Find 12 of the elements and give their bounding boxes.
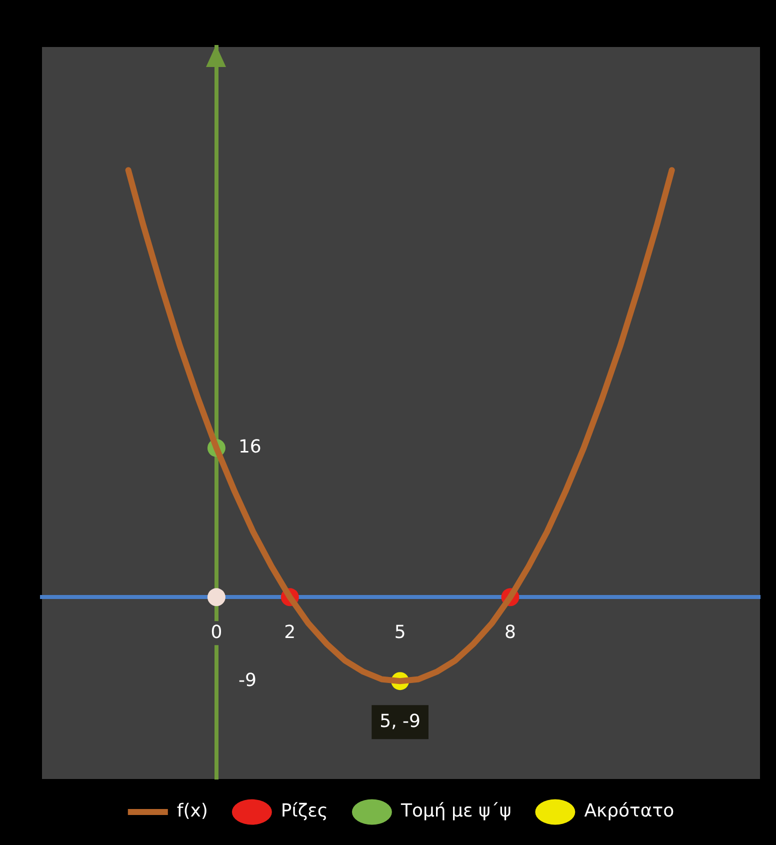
- annotation: 5, -9: [380, 710, 421, 732]
- y-tick-label: 16: [238, 436, 262, 458]
- y-tick-label: -9: [238, 670, 256, 691]
- point: [207, 588, 226, 606]
- x-tick-label: 0: [210, 622, 222, 643]
- x-tick-label: 8: [504, 622, 516, 643]
- legend-label: f(x): [176, 800, 208, 822]
- x-tick-label: 2: [284, 622, 296, 643]
- legend-label: Ρίζες: [280, 800, 328, 822]
- legend-label: Τομή με ψ΄ψ: [400, 800, 512, 822]
- legend-label: Ακρότατο: [584, 800, 674, 822]
- x-tick-label: 5: [394, 622, 406, 643]
